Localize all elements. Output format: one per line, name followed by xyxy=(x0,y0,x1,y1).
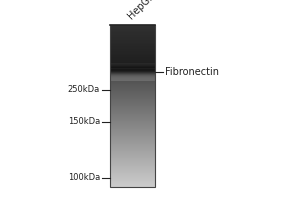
Text: 250kDa: 250kDa xyxy=(68,86,100,95)
Text: HepG2: HepG2 xyxy=(125,0,156,21)
Text: 150kDa: 150kDa xyxy=(68,117,100,127)
Text: 100kDa: 100kDa xyxy=(68,173,100,182)
Bar xyxy=(110,25,155,187)
Text: Fibronectin: Fibronectin xyxy=(165,67,219,77)
